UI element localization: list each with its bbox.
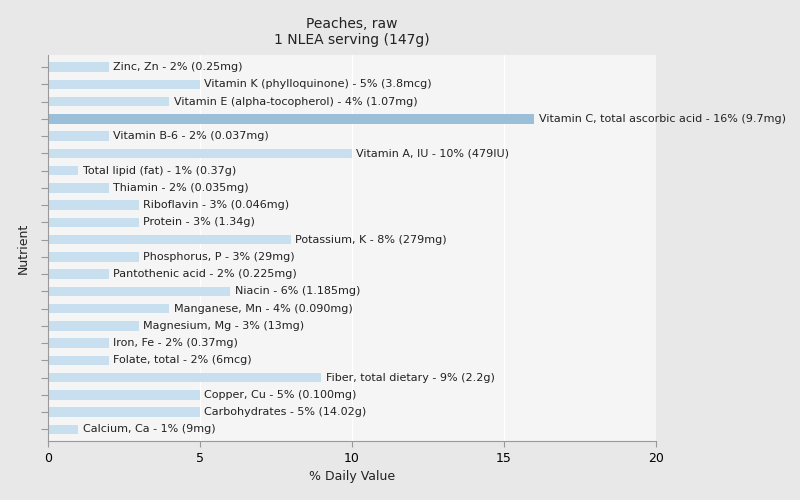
Bar — [48, 132, 109, 141]
Bar — [48, 97, 170, 106]
Bar — [48, 338, 109, 348]
Bar — [48, 252, 139, 262]
Bar — [48, 218, 139, 227]
Text: Vitamin A, IU - 10% (479IU): Vitamin A, IU - 10% (479IU) — [356, 148, 510, 158]
Text: Manganese, Mn - 4% (0.090mg): Manganese, Mn - 4% (0.090mg) — [174, 304, 353, 314]
Text: Niacin - 6% (1.185mg): Niacin - 6% (1.185mg) — [234, 286, 360, 296]
Text: Vitamin C, total ascorbic acid - 16% (9.7mg): Vitamin C, total ascorbic acid - 16% (9.… — [538, 114, 786, 124]
Bar — [48, 270, 109, 279]
Bar — [48, 286, 230, 296]
Bar — [48, 166, 78, 175]
Bar — [48, 62, 109, 72]
Bar — [48, 183, 109, 192]
Title: Peaches, raw
1 NLEA serving (147g): Peaches, raw 1 NLEA serving (147g) — [274, 16, 430, 47]
Bar — [48, 373, 322, 382]
Bar — [48, 148, 352, 158]
Text: Vitamin K (phylloquinone) - 5% (3.8mcg): Vitamin K (phylloquinone) - 5% (3.8mcg) — [204, 80, 432, 90]
Text: Copper, Cu - 5% (0.100mg): Copper, Cu - 5% (0.100mg) — [204, 390, 357, 400]
Bar — [48, 80, 200, 89]
Text: Iron, Fe - 2% (0.37mg): Iron, Fe - 2% (0.37mg) — [113, 338, 238, 348]
Text: Thiamin - 2% (0.035mg): Thiamin - 2% (0.035mg) — [113, 183, 249, 193]
Bar — [48, 390, 200, 400]
Bar — [48, 235, 291, 244]
Text: Magnesium, Mg - 3% (13mg): Magnesium, Mg - 3% (13mg) — [143, 321, 305, 331]
Text: Riboflavin - 3% (0.046mg): Riboflavin - 3% (0.046mg) — [143, 200, 290, 210]
X-axis label: % Daily Value: % Daily Value — [309, 470, 394, 484]
Text: Potassium, K - 8% (279mg): Potassium, K - 8% (279mg) — [295, 234, 447, 244]
Bar — [48, 408, 200, 417]
Text: Zinc, Zn - 2% (0.25mg): Zinc, Zn - 2% (0.25mg) — [113, 62, 242, 72]
Bar — [48, 304, 170, 314]
Bar — [48, 356, 109, 365]
Y-axis label: Nutrient: Nutrient — [17, 222, 30, 274]
Bar — [48, 321, 139, 330]
Text: Phosphorus, P - 3% (29mg): Phosphorus, P - 3% (29mg) — [143, 252, 295, 262]
Bar — [48, 200, 139, 210]
Text: Pantothenic acid - 2% (0.225mg): Pantothenic acid - 2% (0.225mg) — [113, 269, 297, 279]
Text: Vitamin E (alpha-tocopherol) - 4% (1.07mg): Vitamin E (alpha-tocopherol) - 4% (1.07m… — [174, 96, 418, 106]
Text: Carbohydrates - 5% (14.02g): Carbohydrates - 5% (14.02g) — [204, 407, 366, 417]
Text: Folate, total - 2% (6mcg): Folate, total - 2% (6mcg) — [113, 356, 252, 366]
Text: Vitamin B-6 - 2% (0.037mg): Vitamin B-6 - 2% (0.037mg) — [113, 131, 269, 141]
Text: Fiber, total dietary - 9% (2.2g): Fiber, total dietary - 9% (2.2g) — [326, 372, 494, 382]
Text: Total lipid (fat) - 1% (0.37g): Total lipid (fat) - 1% (0.37g) — [82, 166, 236, 175]
Bar — [48, 114, 534, 124]
Text: Calcium, Ca - 1% (9mg): Calcium, Ca - 1% (9mg) — [82, 424, 215, 434]
Bar — [48, 424, 78, 434]
Text: Protein - 3% (1.34g): Protein - 3% (1.34g) — [143, 218, 255, 228]
